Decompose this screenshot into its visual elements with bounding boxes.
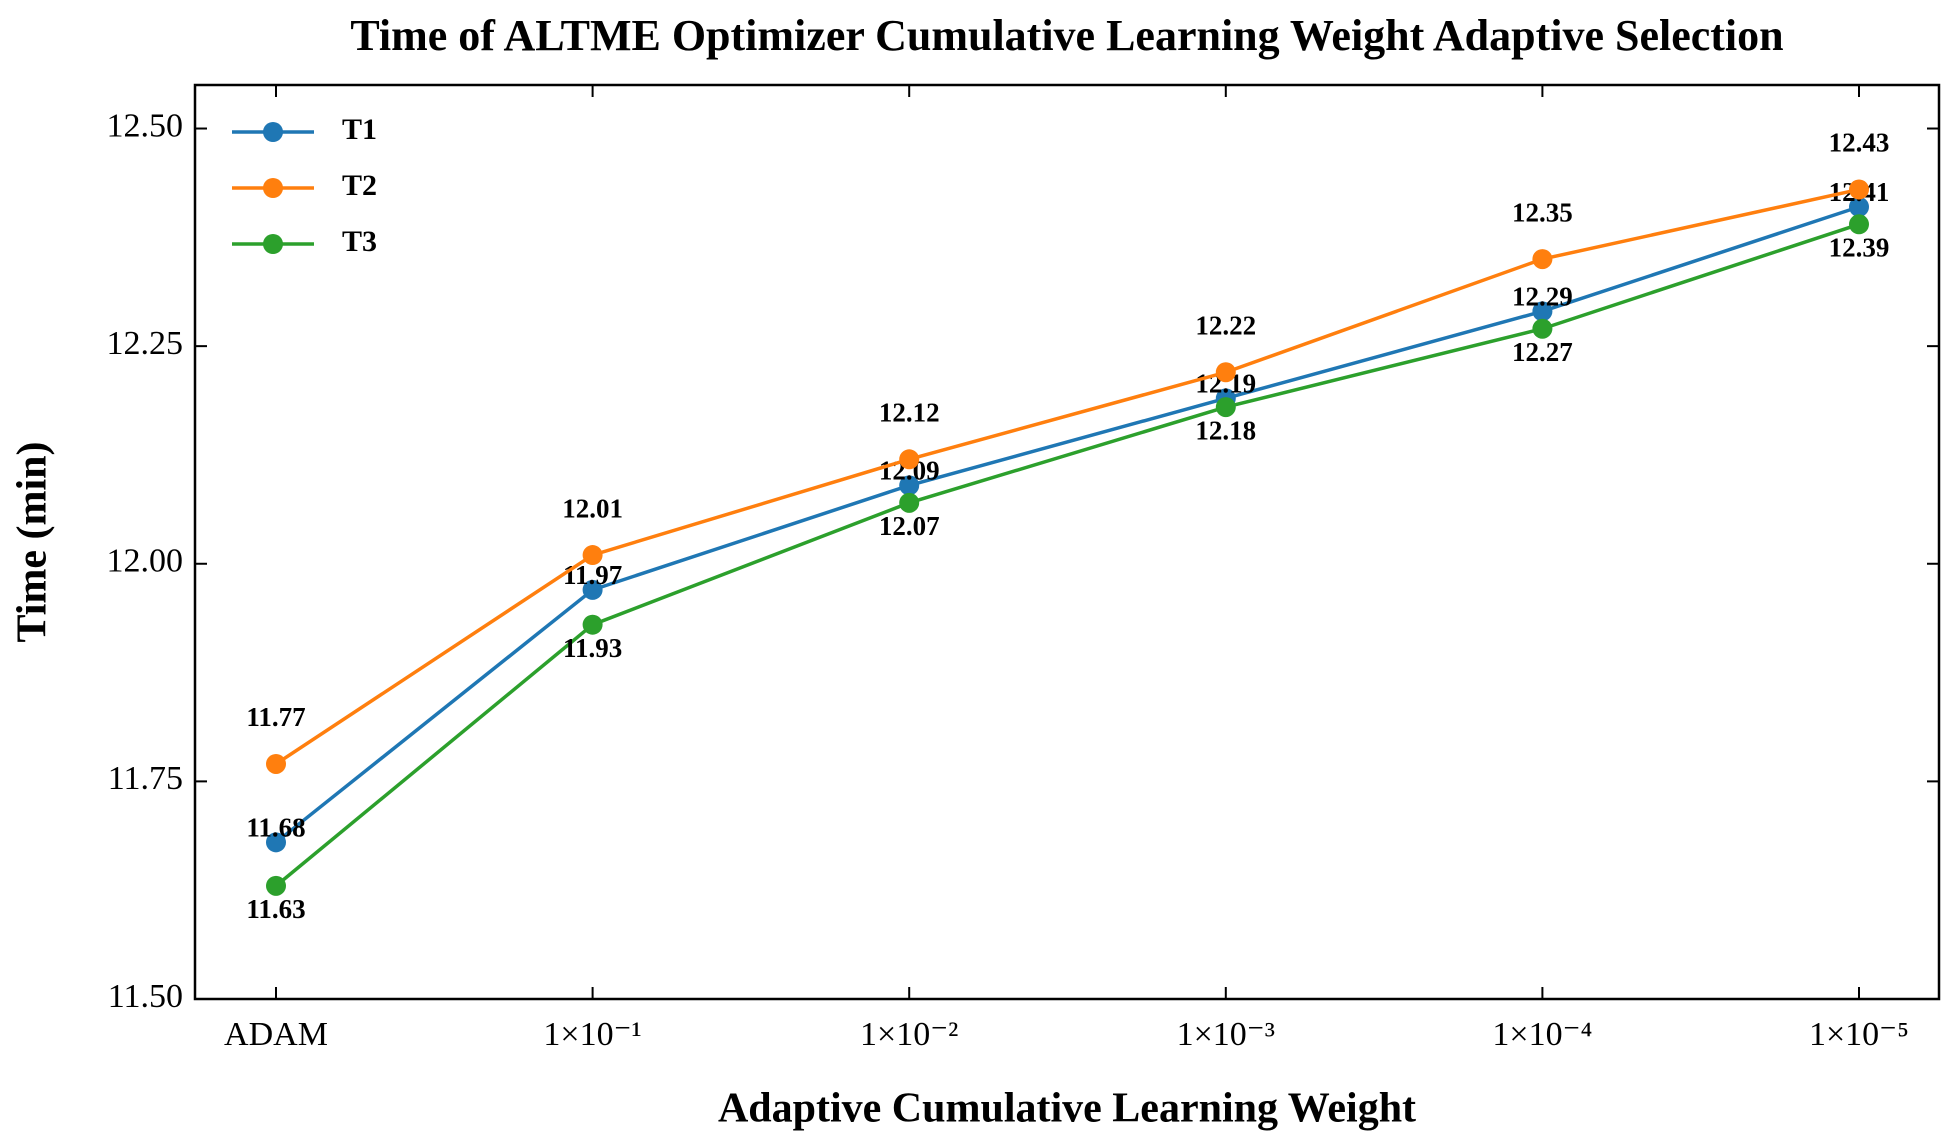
data-label: 11.93 [563,633,622,663]
data-label: 12.27 [1512,337,1573,367]
x-tick-label: 1×10⁻⁵ [1809,1016,1909,1053]
chart-title: Time of ALTME Optimizer Cumulative Learn… [350,11,1783,60]
data-point [1849,179,1869,200]
data-point [1215,397,1236,418]
series-line [275,187,1860,766]
data-label: 11.77 [246,702,305,732]
y-tick-label: 12.00 [107,543,184,580]
data-point [1532,318,1553,339]
legend-label: T2 [342,169,377,202]
data-point [1215,362,1236,383]
legend-marker [263,234,283,254]
y-tick-label: 11.75 [108,760,183,797]
data-label: 12.01 [562,493,623,523]
data-label: 12.22 [1195,310,1256,340]
y-tick-label: 11.50 [108,978,183,1015]
legend-label: T1 [342,113,377,146]
legend-label: T3 [342,225,377,258]
data-point [899,492,920,513]
legend-marker [263,122,283,142]
x-axis-label: Adaptive Cumulative Learning Weight [718,1086,1416,1132]
data-point [266,832,286,853]
data-point [1532,301,1553,322]
data-label: 12.12 [879,398,940,428]
data-label: 11.97 [563,560,622,590]
data-point [1849,196,1869,217]
data-label: 12.07 [879,511,940,541]
data-point [1849,214,1869,235]
data-label: 12.35 [1512,197,1573,227]
x-tick-label: 1×10⁻⁴ [1492,1016,1592,1053]
x-tick-label: 1×10⁻¹ [543,1016,641,1053]
data-label: 11.63 [246,894,305,924]
data-point [899,449,920,470]
y-axis-label: Time (min) [10,441,56,642]
data-point [899,475,920,496]
data-point [582,614,603,635]
x-tick-label: 1×10⁻³ [1177,1016,1275,1053]
data-point [582,579,603,600]
series-line [274,205,1860,844]
data-point [266,753,286,774]
data-label: 12.29 [1512,282,1573,312]
series-line [274,222,1860,888]
y-tick-label: 12.50 [107,107,184,144]
data-label: 12.18 [1195,415,1256,445]
data-label: 12.39 [1829,232,1890,262]
data-point [266,875,286,896]
data-point [1532,249,1553,270]
data-label: 11.68 [246,813,305,843]
x-tick-label: 1×10⁻² [860,1016,958,1053]
x-tick-label: ADAM [224,1016,328,1053]
data-point [582,545,603,566]
plot-frame [193,83,1941,1001]
legend-marker [263,178,283,198]
data-label: 12.43 [1829,128,1890,158]
y-tick-label: 12.25 [107,325,184,362]
